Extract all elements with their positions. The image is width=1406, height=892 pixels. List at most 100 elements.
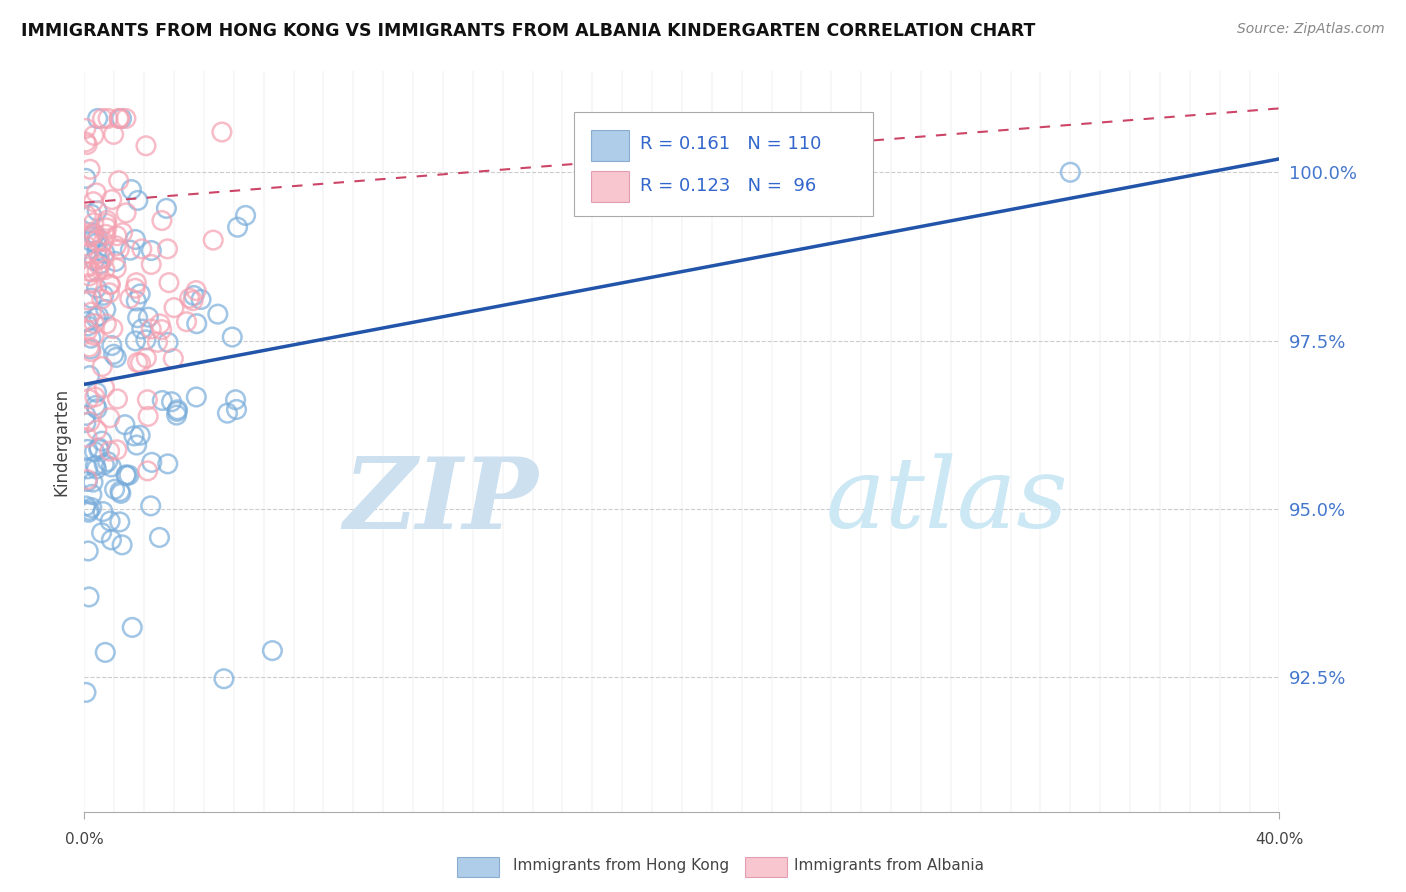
Point [166,402,188,417]
Point [87,441,110,455]
Point [124,334,146,348]
Point [211,125,233,139]
Point [96,317,118,331]
Point [163,301,186,315]
Point [135,138,157,153]
Point [101,321,124,335]
Point [98,285,121,300]
Point [77,230,100,244]
Point [77,268,100,283]
Point [94,227,117,242]
Point [129,287,152,301]
Point [80,331,103,345]
Point [94,645,117,659]
Point [1059,165,1081,179]
Point [118,468,141,483]
Point [111,538,134,552]
Point [207,307,229,321]
Point [86,203,108,218]
Point [108,515,131,529]
Point [183,288,205,302]
Point [105,351,128,365]
Point [76,137,98,152]
Point [93,246,115,260]
Point [84,186,107,200]
Point [160,394,183,409]
Point [104,483,127,497]
Point [262,643,284,657]
Point [75,685,97,699]
Y-axis label: Kindergarten: Kindergarten [52,387,70,496]
Point [235,209,257,223]
Point [75,208,97,222]
Point [122,429,145,443]
Point [77,277,100,291]
Point [75,121,97,136]
Point [82,475,104,489]
Text: R = 0.161   N = 110: R = 0.161 N = 110 [640,135,821,153]
Point [179,291,201,305]
Point [115,206,138,220]
Point [181,293,204,308]
Point [93,458,115,472]
Point [136,464,159,478]
Point [97,455,120,469]
Point [155,202,177,216]
Point [86,462,108,476]
Point [75,239,97,253]
Point [225,402,247,417]
Point [76,473,98,487]
Point [79,368,101,383]
Point [115,467,138,482]
Point [111,226,134,240]
Point [80,291,103,305]
Point [86,385,108,400]
Point [91,504,114,518]
Point [83,227,105,241]
Point [93,380,115,394]
Point [79,342,101,356]
Point [100,459,122,474]
Point [107,173,129,187]
Point [186,284,208,298]
Point [82,194,104,209]
Point [83,229,105,244]
Point [79,503,101,517]
Point [98,410,121,425]
Point [108,484,131,499]
Point [115,468,138,483]
Point [114,417,136,432]
Point [86,234,108,248]
Point [105,442,128,457]
Point [108,112,131,126]
Point [127,355,149,369]
Point [83,227,105,241]
Point [146,335,169,350]
Point [90,292,112,306]
Point [120,183,142,197]
Bar [457,857,499,877]
Point [77,392,100,406]
Point [105,228,128,243]
Point [86,244,108,258]
Point [141,322,163,336]
Point [75,135,97,149]
Point [80,344,103,359]
Point [124,232,146,246]
Point [76,314,98,328]
Point [141,257,163,271]
Point [76,293,98,307]
Point [139,499,162,513]
Point [86,423,108,437]
Point [110,486,132,500]
Point [83,444,105,458]
Point [84,310,107,325]
Point [80,500,103,515]
Point [89,257,111,271]
Point [79,340,101,354]
Point [80,234,103,248]
Point [125,438,148,452]
Point [212,672,235,686]
Point [76,430,98,444]
Text: Source: ZipAtlas.com: Source: ZipAtlas.com [1237,22,1385,37]
